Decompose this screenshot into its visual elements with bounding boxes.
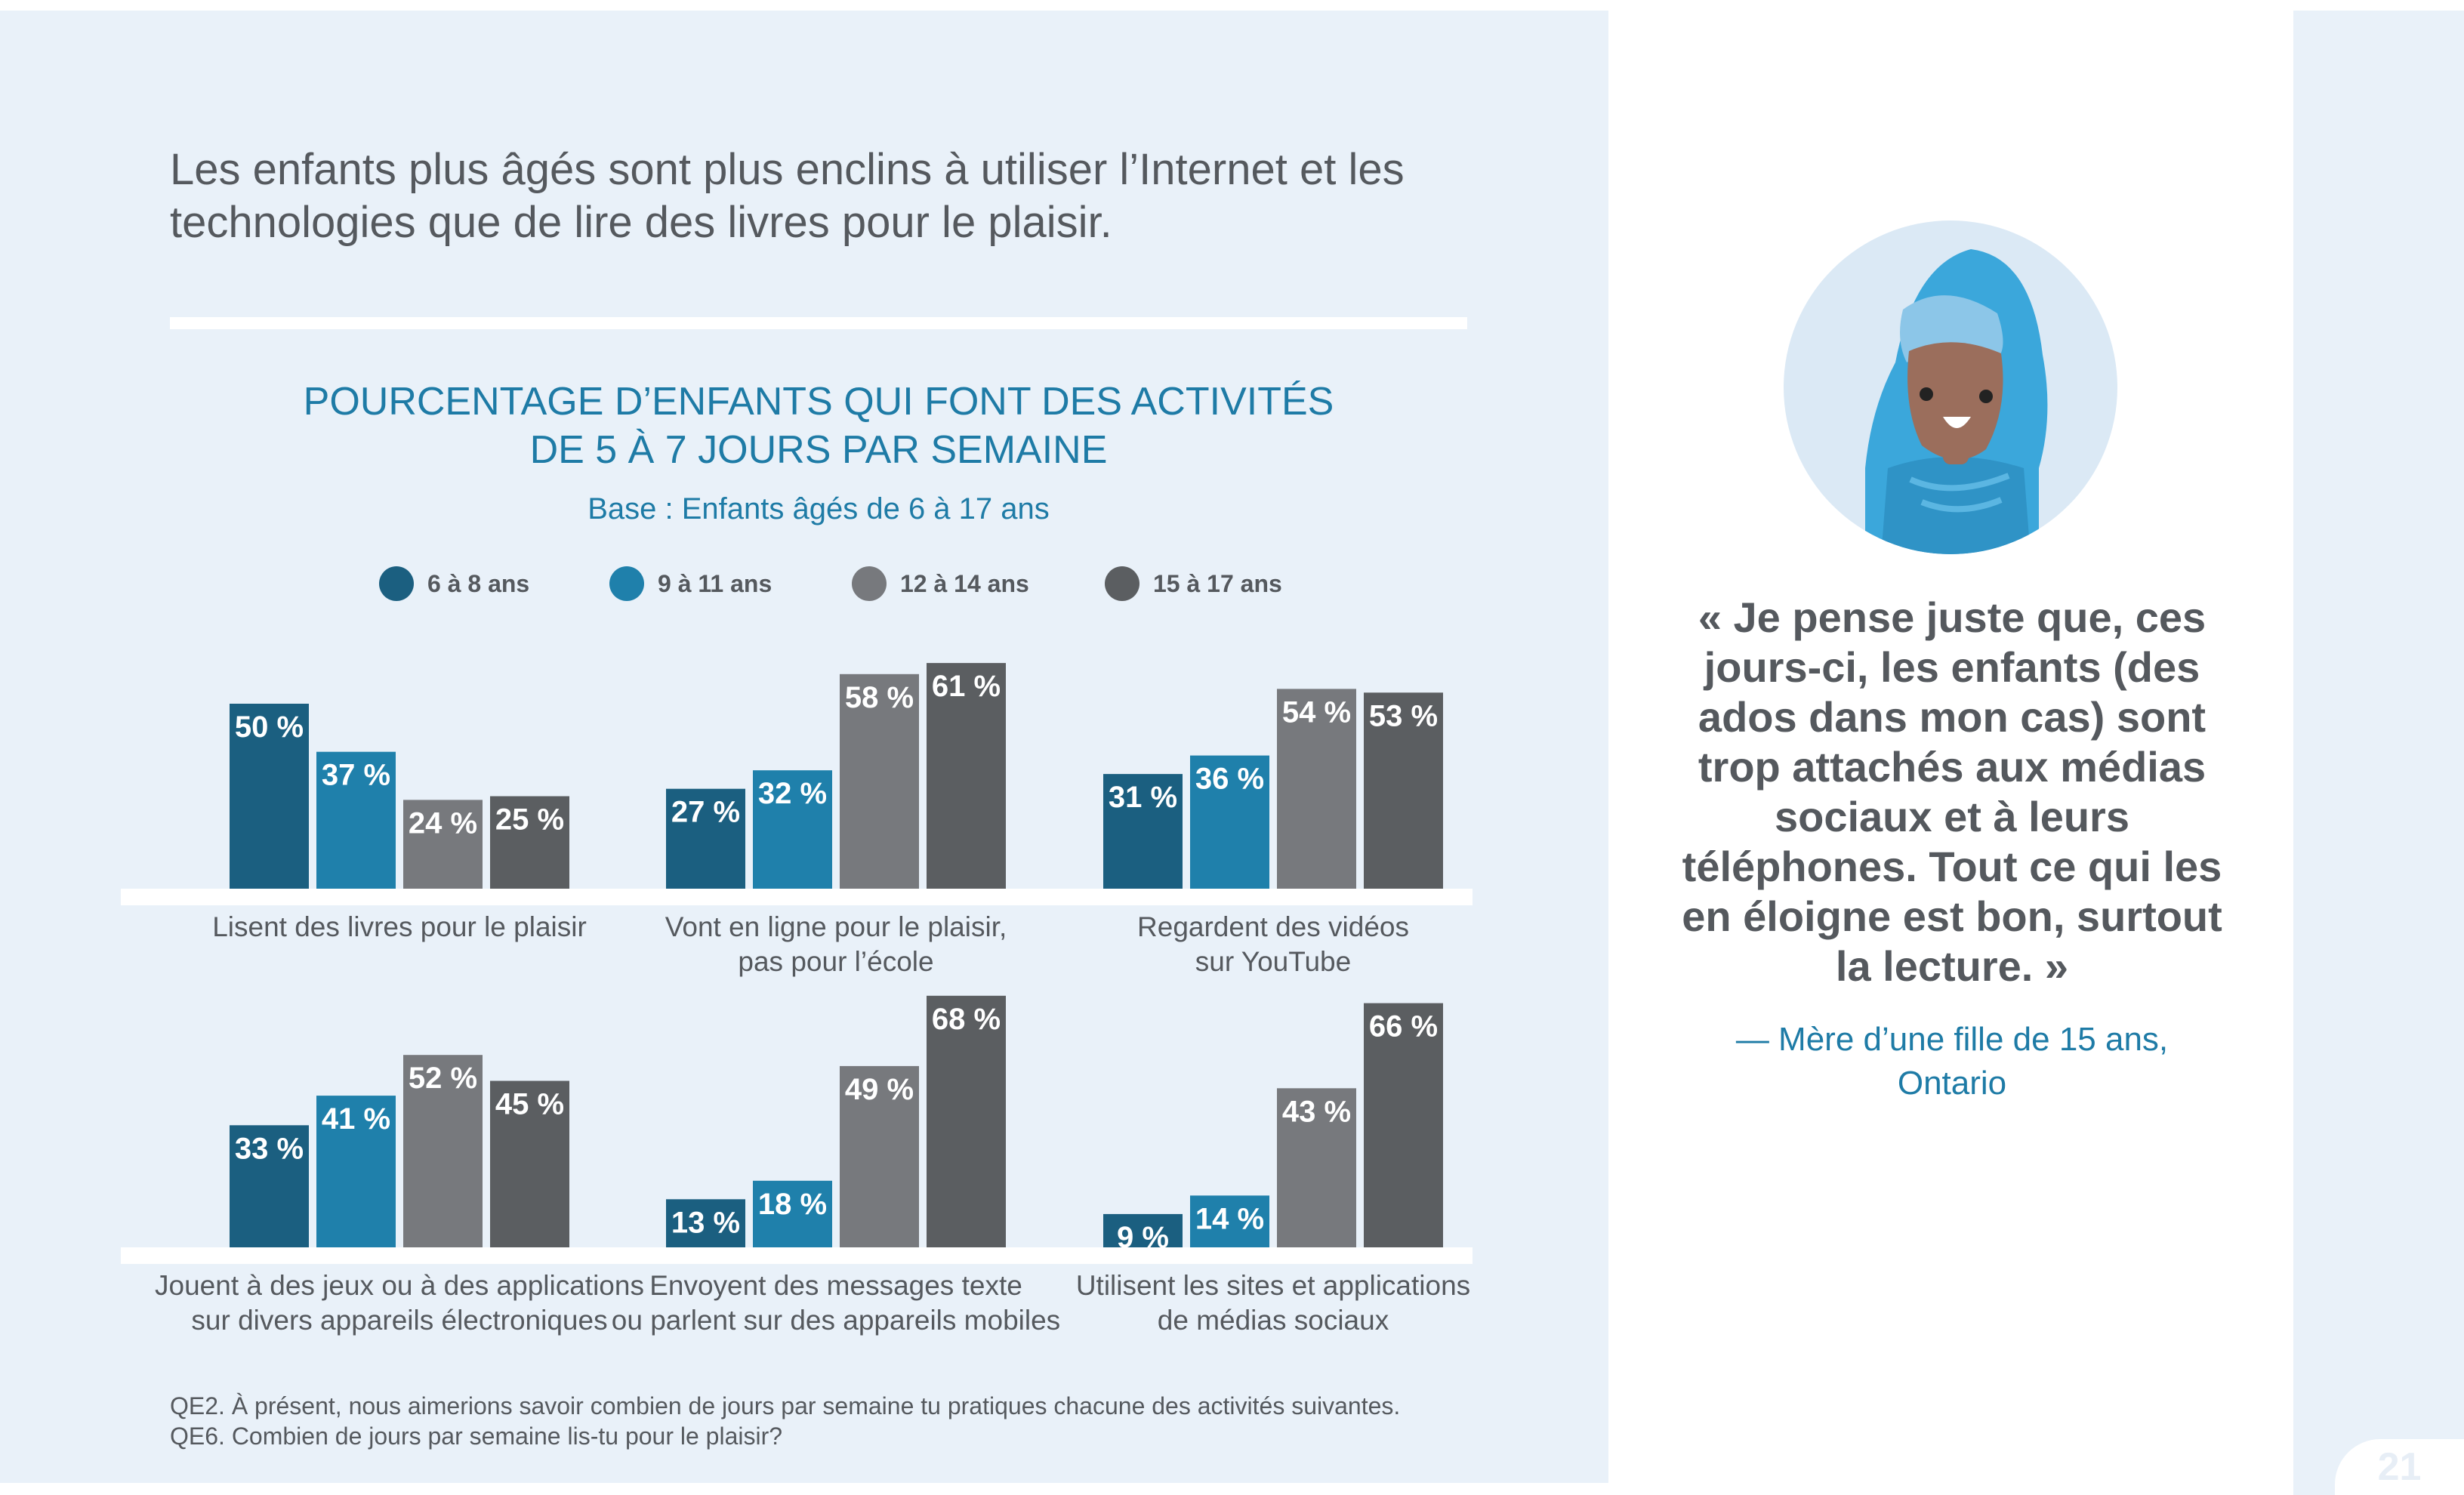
bar-2-9-a-11-ans	[753, 770, 832, 889]
bar-2-6-a-8-ans	[666, 788, 745, 889]
bar-value-label: 66 %	[1369, 1010, 1438, 1043]
bar-5-15-a-17-ans	[927, 995, 1006, 1247]
category-label-3-line-1: Regardent des vidéos	[1137, 911, 1409, 942]
bar-value-label: 45 %	[495, 1088, 564, 1121]
category-label-6-line-1: Utilisent les sites et applications	[1076, 1270, 1470, 1301]
bar-3-12-a-14-ans	[1277, 689, 1356, 889]
bar-2-12-a-14-ans	[840, 674, 919, 889]
legend-swatch-6-8	[379, 566, 414, 601]
bar-value-label: 43 %	[1282, 1095, 1351, 1128]
bar-value-label: 27 %	[671, 796, 740, 829]
legend-label-15-17: 15 à 17 ans	[1153, 569, 1282, 597]
legend-item-9-11: 9 à 11 ans	[609, 563, 772, 605]
bar-value-label: 18 %	[758, 1188, 827, 1221]
chart-subtitle: Base : Enfants âgés de 6 à 17 ans	[587, 492, 1050, 526]
category-label-6-line-2: de médias sociaux	[1158, 1305, 1389, 1336]
bar-1-15-a-17-ans	[490, 796, 569, 889]
legend-label-12-14: 12 à 14 ans	[900, 569, 1029, 597]
bar-value-label: 25 %	[495, 803, 564, 837]
category-label-2-line-2: pas pour l’école	[738, 946, 933, 977]
bar-2-15-a-17-ans	[927, 663, 1006, 889]
bar-value-label: 36 %	[1195, 763, 1264, 796]
bar-4-9-a-11-ans	[316, 1096, 396, 1247]
bar-3-6-a-8-ans	[1103, 774, 1183, 889]
child-in-hijab-avatar-icon	[1782, 219, 2119, 556]
bar-4-15-a-17-ans	[490, 1080, 569, 1247]
chart-baseline-row-1	[121, 889, 1473, 905]
legend-label-6-8: 6 à 8 ans	[427, 569, 530, 597]
bar-value-label: 9 %	[1117, 1221, 1169, 1254]
legend-swatch-15-17	[1105, 566, 1139, 601]
page-headline: Les enfants plus âgés sont plus enclins …	[170, 145, 1405, 247]
quote-source-line-2: Ontario	[1897, 1065, 2007, 1102]
chart-title: POURCENTAGE D’ENFANTS QUI FONT DES ACTIV…	[170, 378, 1467, 474]
bar-4-6-a-8-ans	[230, 1125, 309, 1247]
bar-value-label: 33 %	[235, 1132, 304, 1165]
legend-swatch-12-14	[852, 566, 887, 601]
footnotes: QE2. À présent, nous aimerions savoir co…	[170, 1391, 1544, 1451]
legend-swatch-9-11	[609, 566, 644, 601]
chart-title-line-2: DE 5 À 7 JOURS PAR SEMAINE	[529, 428, 1108, 472]
bar-value-label: 24 %	[409, 806, 477, 840]
bar-6-15-a-17-ans	[1364, 1003, 1443, 1247]
legend-label-9-11: 9 à 11 ans	[658, 569, 773, 597]
bar-1-9-a-11-ans	[316, 751, 396, 889]
bar-5-12-a-14-ans	[840, 1065, 919, 1247]
category-label-3-line-2: sur YouTube	[1195, 946, 1351, 977]
bar-value-label: 50 %	[235, 711, 304, 744]
category-label-1-line-1: Lisent des livres pour le plaisir	[212, 911, 587, 942]
category-label-4-line-1: Jouent à des jeux ou à des applications	[155, 1270, 644, 1301]
bar-chart: 50 % 37 % 24 % 25 % Lisent des livres pour l…	[121, 663, 1473, 1336]
bar-6-12-a-14-ans	[1277, 1088, 1356, 1247]
chart-title-line-1: POURCENTAGE D’ENFANTS QUI FONT DES ACTIV…	[303, 380, 1334, 424]
bar-5-9-a-11-ans	[753, 1180, 832, 1247]
footnote-qe2: QE2. À présent, nous aimerions savoir co…	[170, 1392, 1401, 1419]
bar-value-label: 31 %	[1109, 781, 1177, 814]
legend-item-6-8: 6 à 8 ans	[379, 563, 529, 605]
bar-value-label: 53 %	[1369, 699, 1438, 732]
category-label-4-line-2: sur divers appareils électroniques	[191, 1305, 607, 1336]
category-label-5-line-1: Envoyent des messages texte	[649, 1270, 1022, 1301]
bar-value-label: 58 %	[845, 681, 914, 714]
bar-1-12-a-14-ans	[403, 800, 483, 889]
quote-source: — Mère d’une fille de 15 ans, Ontario	[1661, 1018, 2243, 1105]
bar-6-6-a-8-ans	[1103, 1213, 1183, 1247]
bar-value-label: 14 %	[1195, 1202, 1264, 1235]
bar-value-label: 32 %	[758, 777, 827, 810]
legend-item-15-17: 15 à 17 ans	[1105, 563, 1282, 605]
chart-legend: 6 à 8 ans 9 à 11 ans 12 à 14 ans 15 à 17…	[0, 563, 1608, 605]
bar-value-label: 13 %	[671, 1206, 740, 1239]
bar-value-label: 68 %	[932, 1003, 1001, 1036]
bar-value-label: 37 %	[322, 759, 390, 792]
page-top-strip	[0, 0, 2464, 11]
bar-4-12-a-14-ans	[403, 1055, 483, 1247]
chart-baseline-row-2	[121, 1247, 1473, 1264]
bar-1-6-a-8-ans	[230, 704, 309, 889]
category-label-2-line-1: Vont en ligne pour le plaisir,	[665, 911, 1007, 942]
headline-divider	[170, 317, 1467, 329]
page-number: 21	[2335, 1439, 2464, 1495]
quote-source-line-1: — Mère d’une fille de 15 ans,	[1735, 1021, 2169, 1058]
bar-value-label: 49 %	[845, 1073, 914, 1106]
category-label-5-line-2: ou parlent sur des appareils mobiles	[612, 1305, 1060, 1336]
bar-value-label: 54 %	[1282, 695, 1351, 729]
bar-5-6-a-8-ans	[666, 1199, 745, 1247]
footnote-qe6: QE6. Combien de jours par semaine lis-tu…	[170, 1423, 783, 1450]
bar-value-label: 61 %	[932, 670, 1001, 703]
bar-value-label: 41 %	[322, 1102, 390, 1136]
right-edge-strip	[2293, 11, 2464, 1495]
bar-value-label: 52 %	[409, 1062, 477, 1095]
legend-item-12-14: 12 à 14 ans	[852, 563, 1029, 605]
bar-3-15-a-17-ans	[1364, 692, 1443, 889]
bar-6-9-a-11-ans	[1190, 1195, 1269, 1247]
quote-text: « Je pense juste que, ces jours-ci, les …	[1682, 593, 2222, 990]
bar-3-9-a-11-ans	[1190, 755, 1269, 889]
